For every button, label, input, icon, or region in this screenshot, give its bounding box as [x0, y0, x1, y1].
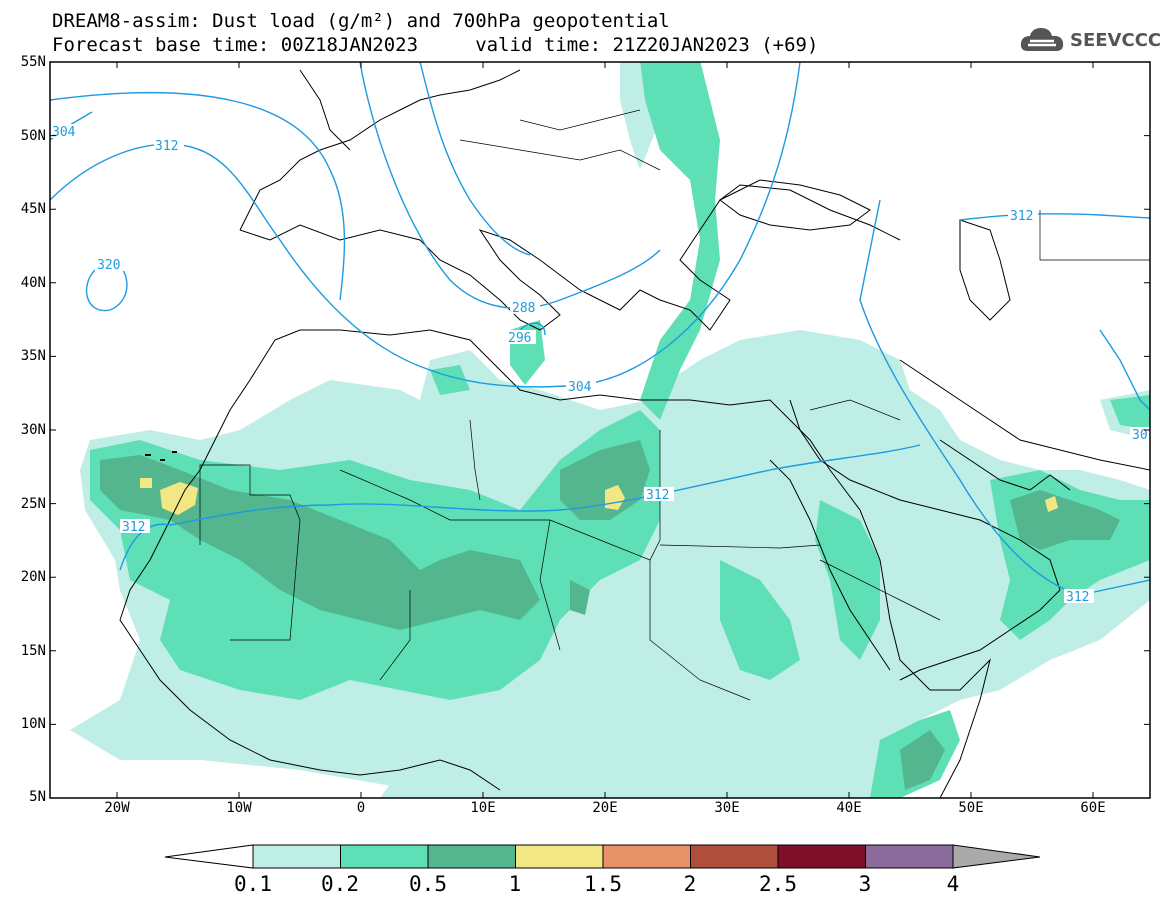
forecast-time-subtitle: Forecast base time: 00Z18JAN2023 valid t…: [52, 34, 819, 56]
contour-label: 312: [1066, 590, 1089, 605]
dust-fields: [70, 62, 1150, 798]
coastlines: [119, 69, 1150, 798]
colorbar-cell-2: [340, 844, 429, 869]
colorbar-cell-1: [252, 844, 341, 869]
lat-label: 10N: [20, 716, 46, 732]
lat-label: 50N: [20, 128, 46, 144]
lon-label: 20W: [104, 800, 130, 816]
lat-label: 30N: [20, 422, 46, 438]
colorbar-arrow-right: [952, 844, 1041, 869]
lon-label: 10W: [226, 800, 252, 816]
logo-text: SEEVCCC: [1070, 29, 1162, 51]
colorbar-cell-7: [777, 844, 866, 869]
lon-label: 30E: [714, 800, 740, 816]
cloud-icon: [1020, 28, 1064, 51]
contour-label: 296: [508, 331, 531, 346]
lon-label: 20E: [592, 800, 618, 816]
colorbar-tick-label: 4: [946, 872, 960, 896]
colorbar-tick-label: 1.5: [584, 872, 622, 896]
contour-label: 312: [155, 139, 178, 154]
contour-label: 288: [512, 301, 535, 316]
lon-label: 60E: [1080, 800, 1106, 816]
contour-label: 312: [1010, 209, 1033, 224]
colorbar: [164, 844, 1041, 869]
colorbar-cell-3: [427, 844, 516, 869]
contour-label: 304: [52, 125, 76, 140]
contour-label: 312: [122, 520, 145, 535]
axis-ticks: [50, 61, 1150, 799]
colorbar-tick-label: 0.5: [409, 872, 447, 896]
contour-label: 312: [646, 488, 669, 503]
colorbar-cell-6: [690, 844, 779, 869]
colorbar-tick-label: 2.5: [759, 872, 797, 896]
map-title: DREAM8-assim: Dust load (g/m²) and 700hP…: [52, 10, 670, 32]
lat-label: 20N: [20, 569, 46, 585]
colorbar-tick-label: 3: [858, 872, 872, 896]
lat-label: 40N: [20, 275, 46, 291]
lon-label: 10E: [470, 800, 496, 816]
lon-label: 40E: [836, 800, 862, 816]
colorbar-tick-label: 1: [508, 872, 522, 896]
contour-label: 320: [97, 258, 120, 273]
colorbar-tick-label: 0.1: [234, 872, 272, 896]
colorbar-tick-label: 2: [683, 872, 697, 896]
lat-label: 25N: [20, 496, 46, 512]
lon-label: 50E: [958, 800, 984, 816]
contour-label: 30: [1132, 428, 1148, 443]
contour-label: 304: [568, 380, 592, 395]
lon-label: 0: [356, 800, 366, 816]
lat-label: 45N: [20, 201, 46, 217]
colorbar-tick-label: 0.2: [321, 872, 359, 896]
seevccc-logo: SEEVCCC: [1018, 22, 1161, 58]
lat-label: 55N: [20, 54, 46, 70]
lat-label: 15N: [20, 643, 46, 659]
colorbar-cell-4: [515, 844, 604, 869]
lat-label: 5N: [29, 789, 46, 805]
lat-label: 35N: [20, 348, 46, 364]
colorbar-cell-8: [865, 844, 954, 869]
colorbar-arrow-left: [164, 844, 254, 869]
colorbar-cell-5: [602, 844, 691, 869]
contour-labels: 304 312 320 288 296 304 312 312 312 312 …: [52, 124, 1150, 605]
